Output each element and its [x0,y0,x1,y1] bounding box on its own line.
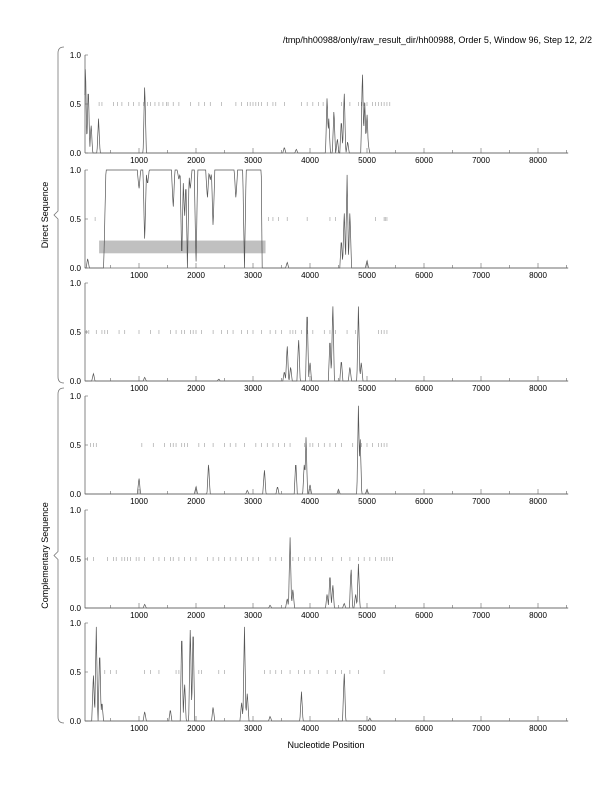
x-axis-label: Nucleotide Position [287,740,364,750]
x-tick-label: 6000 [415,497,433,506]
x-tick-label: 3000 [244,497,262,506]
x-tick-label: 6000 [415,611,433,620]
x-tick-label: 5000 [358,271,376,280]
x-tick-label: 8000 [529,611,547,620]
chart-title: /tmp/hh00988/only/raw_result_dir/hh00988… [283,35,592,45]
x-tick-label: 3000 [244,156,262,165]
group-brace [53,387,65,724]
x-tick-label: 1000 [130,156,148,165]
x-tick-label: 6000 [415,384,433,393]
x-tick-label: 7000 [472,156,490,165]
x-tick-label: 7000 [472,497,490,506]
x-tick-label: 4000 [301,384,319,393]
x-tick-label: 5000 [358,724,376,733]
x-tick-label: 4000 [301,271,319,280]
x-tick-label: 8000 [529,384,547,393]
y-tick-label: 1.0 [70,166,82,175]
x-tick-label: 1000 [130,611,148,620]
x-tick-label: 6000 [415,271,433,280]
x-tick-label: 5000 [358,156,376,165]
x-tick-label: 2000 [187,271,205,280]
y-tick-label: 0.0 [70,377,82,386]
x-tick-label: 2000 [187,384,205,393]
x-tick-label: 7000 [472,724,490,733]
y-tick-label: 0.5 [70,668,82,677]
y-tick-label: 0.0 [70,717,82,726]
group-label: Direct Sequence [40,182,50,249]
panel-1: 0.0 0.5 1.0 1000 2000 3000 4000 5000 6000 7000 800… [70,51,569,165]
y-tick-label: 0.0 [70,264,82,273]
x-tick-label: 7000 [472,384,490,393]
panel-3: 0.0 0.5 1.0 1000 2000 3000 4000 5000 6000 7000 800… [70,279,569,393]
x-tick-label: 5000 [358,497,376,506]
x-tick-label: 4000 [301,611,319,620]
series-line [84,306,569,382]
x-tick-label: 1000 [130,384,148,393]
y-tick-label: 0.5 [70,215,82,224]
x-tick-label: 3000 [244,724,262,733]
x-tick-label: 3000 [244,271,262,280]
x-tick-label: 5000 [358,611,376,620]
panel-5: 0.0 0.5 1.0 1000 2000 3000 4000 5000 6000 7000 800… [70,506,569,620]
y-tick-label: 0.5 [70,555,82,564]
y-tick-label: 0.0 [70,149,82,158]
y-tick-label: 0.5 [70,328,82,337]
y-tick-label: 1.0 [70,619,82,628]
x-tick-label: 2000 [187,156,205,165]
series-line [84,405,569,495]
x-tick-label: 6000 [415,156,433,165]
group-brace [53,46,65,384]
x-tick-label: 8000 [529,497,547,506]
x-tick-label: 8000 [529,156,547,165]
panel-4: 0.0 0.5 1.0 1000 2000 3000 4000 5000 6000 7000 800… [70,392,569,506]
x-tick-label: 4000 [301,724,319,733]
y-tick-label: 0.5 [70,441,82,450]
series-line [84,626,569,722]
x-tick-label: 2000 [187,497,205,506]
y-tick-label: 0.0 [70,490,82,499]
y-tick-label: 1.0 [70,392,82,401]
x-tick-label: 4000 [301,156,319,165]
panel-2: 0.0 0.5 1.0 1000 2000 3000 4000 5000 6000 7000 800… [70,166,569,280]
x-tick-label: 7000 [472,271,490,280]
x-tick-label: 8000 [529,724,547,733]
x-tick-label: 3000 [244,611,262,620]
x-tick-label: 1000 [130,271,148,280]
x-tick-label: 8000 [529,271,547,280]
group-label: Complementary Sequence [40,502,50,609]
panel-6: 0.0 0.5 1.0 1000 2000 3000 4000 5000 6000 7000 800… [70,619,569,733]
x-tick-label: 5000 [358,384,376,393]
x-tick-label: 1000 [130,724,148,733]
y-tick-label: 1.0 [70,51,82,60]
x-tick-label: 3000 [244,384,262,393]
y-tick-label: 1.0 [70,506,82,515]
x-tick-label: 1000 [130,497,148,506]
x-tick-label: 2000 [187,724,205,733]
x-tick-label: 7000 [472,611,490,620]
x-tick-label: 6000 [415,724,433,733]
x-tick-label: 2000 [187,611,205,620]
series-line [84,69,569,154]
y-tick-label: 0.0 [70,604,82,613]
series-line [84,537,569,609]
y-tick-label: 0.5 [70,100,82,109]
x-tick-label: 4000 [301,497,319,506]
y-tick-label: 1.0 [70,279,82,288]
